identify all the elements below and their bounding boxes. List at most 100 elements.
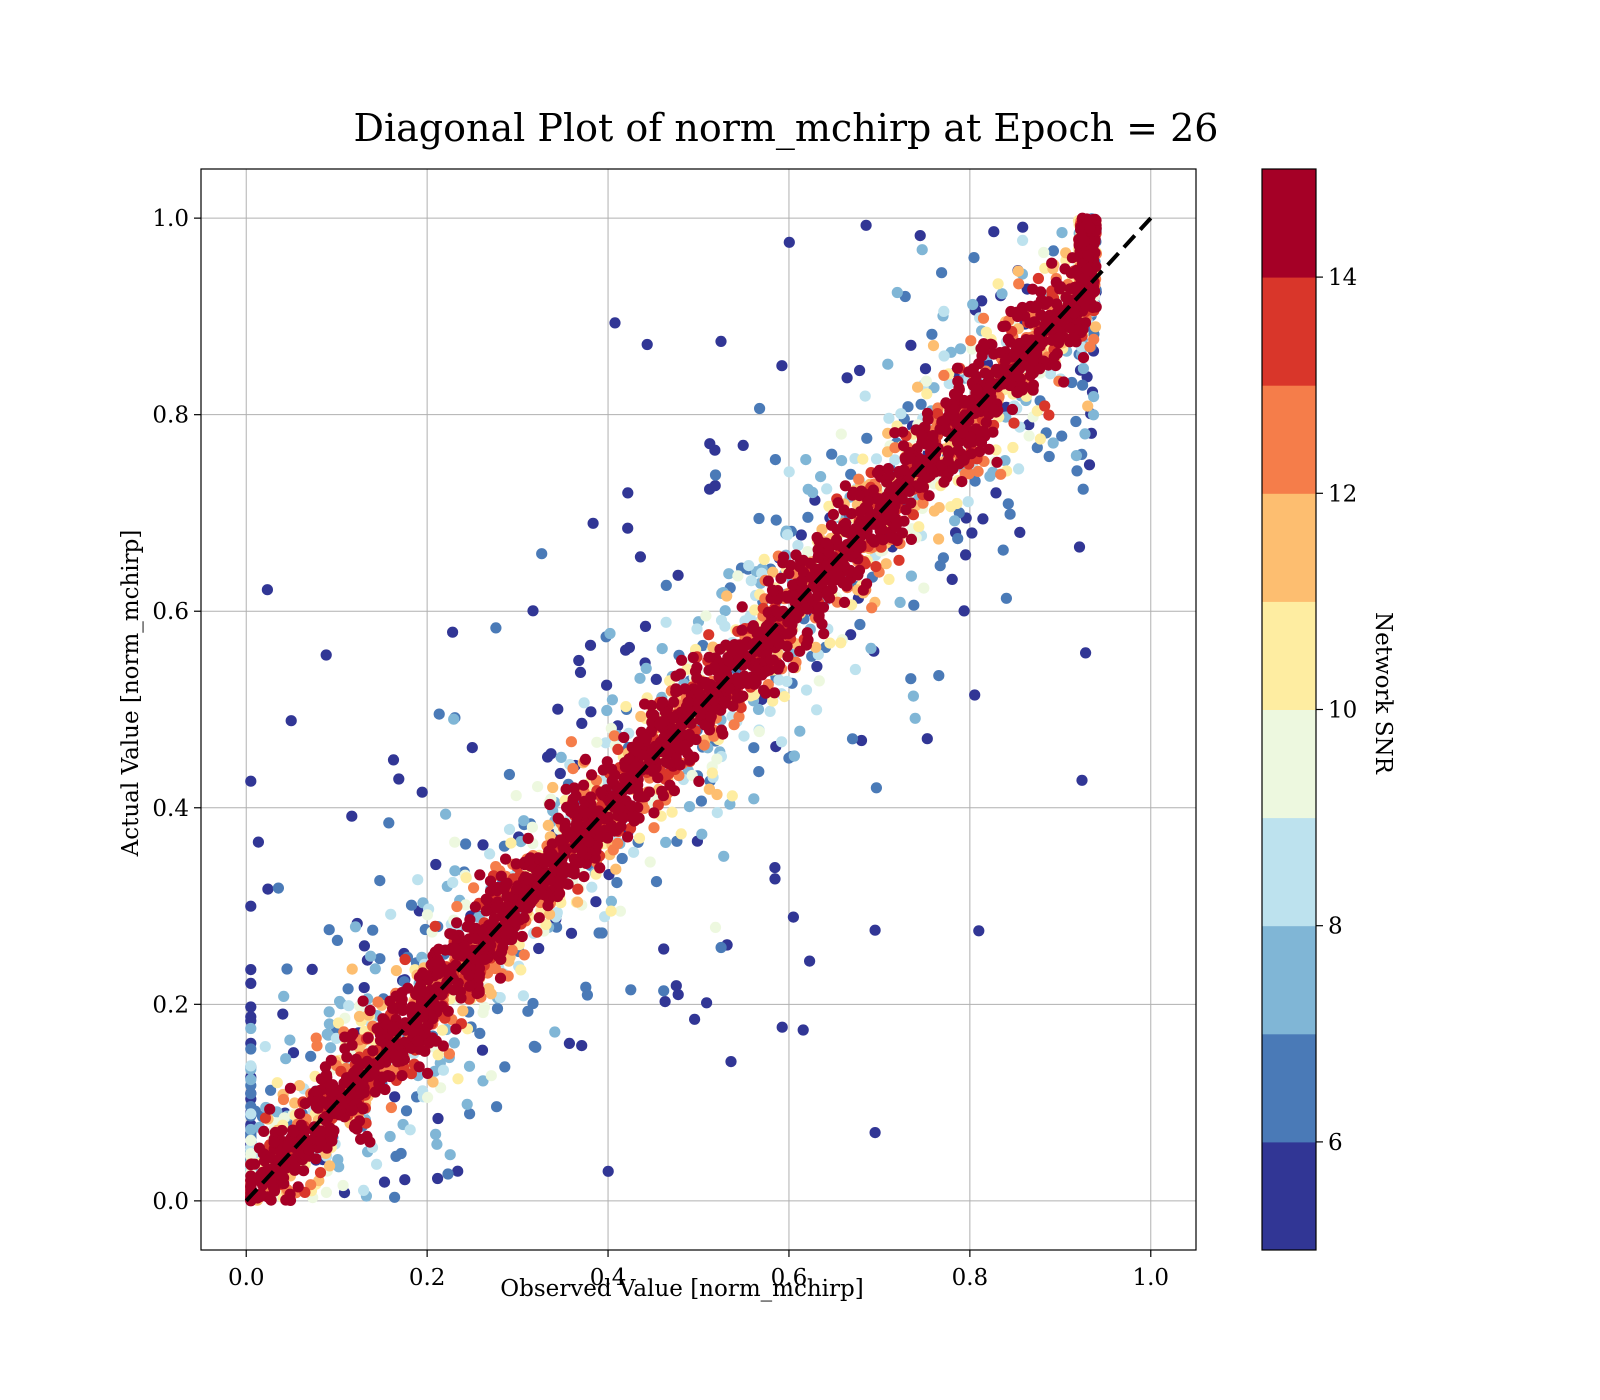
x-axis-ticks: 0.0 0.2 0.4 0.6 0.8 1.0 <box>228 1250 1169 1291</box>
scatter-point <box>679 739 691 752</box>
scatter-point <box>1042 296 1054 308</box>
scatter-point <box>831 534 843 546</box>
scatter-point <box>510 790 522 802</box>
scatter-point <box>917 497 929 509</box>
scatter-point <box>447 876 459 889</box>
scatter-point <box>812 551 824 564</box>
scatter-point <box>431 1138 443 1150</box>
scatter-point <box>659 996 671 1008</box>
scatter-point <box>1055 281 1067 293</box>
scatter-point <box>1017 221 1029 233</box>
scatter-point <box>1008 417 1020 429</box>
scatter-point <box>703 629 715 641</box>
x-tick-label: 0.0 <box>228 1265 265 1291</box>
scatter-point <box>253 1142 265 1154</box>
scatter-point <box>1046 257 1058 269</box>
scatter-point <box>776 736 788 748</box>
scatter-point <box>1014 526 1026 539</box>
scatter-point <box>544 908 556 920</box>
scatter-point <box>732 570 744 582</box>
scatter-point <box>706 767 718 779</box>
scatter-point <box>736 624 748 636</box>
scatter-point <box>978 344 990 356</box>
scatter-point <box>427 1013 439 1025</box>
scatter-point <box>927 340 940 352</box>
scatter-point <box>549 1026 561 1038</box>
scatter-point <box>358 982 370 994</box>
scatter-point <box>325 1054 337 1066</box>
scatter-point <box>683 801 696 813</box>
scatter-point <box>980 326 993 338</box>
scatter-point <box>915 398 927 410</box>
scatter-point <box>494 972 507 984</box>
scatter-point <box>499 1061 511 1073</box>
scatter-point <box>835 637 847 649</box>
scatter-point <box>419 1045 431 1057</box>
scatter-point <box>664 779 676 791</box>
scatter-point <box>727 700 739 712</box>
scatter-point <box>287 1126 300 1138</box>
scatter-point <box>926 328 938 340</box>
scatter-point <box>795 529 807 541</box>
scatter-point <box>891 517 904 529</box>
scatter-point <box>380 1038 392 1050</box>
scatter-point <box>383 817 395 829</box>
scatter-point <box>832 497 844 509</box>
scatter-point <box>1079 235 1091 247</box>
scatter-point <box>904 452 917 464</box>
scatter-point <box>358 940 370 952</box>
scatter-point <box>617 812 629 824</box>
scatter-point <box>418 985 430 998</box>
scatter-point <box>690 733 702 746</box>
scatter-point <box>406 1026 418 1038</box>
scatter-point <box>894 596 906 609</box>
scatter-point <box>461 1098 473 1110</box>
scatter-point <box>490 902 502 914</box>
scatter-point <box>838 596 851 609</box>
scatter-point <box>966 343 978 355</box>
scatter-point <box>1000 592 1013 604</box>
scatter-point <box>451 917 463 929</box>
scatter-point <box>986 339 998 351</box>
scatter-point <box>909 712 921 724</box>
scatter-point <box>811 704 823 716</box>
scatter-point <box>622 487 634 499</box>
scatter-point <box>1078 272 1090 285</box>
scatter-point <box>748 793 760 805</box>
scatter-point <box>372 996 384 1008</box>
scatter-point <box>893 554 905 566</box>
scatter-point <box>606 775 618 787</box>
scatter-point <box>660 579 672 592</box>
colorbar-tick-label: 14 <box>1328 265 1357 291</box>
scatter-point <box>555 751 567 764</box>
scatter-point <box>634 551 647 563</box>
scatter-point <box>659 706 671 718</box>
scatter-point <box>635 710 647 723</box>
scatter-point <box>287 1047 300 1059</box>
scatter-point <box>973 925 985 937</box>
scatter-point <box>962 496 974 508</box>
scatter-point <box>657 696 669 708</box>
scatter-point <box>284 1082 296 1094</box>
scatter-point <box>332 1154 344 1166</box>
scatter-point <box>281 963 293 975</box>
scatter-point <box>705 710 717 723</box>
scatter-point <box>902 401 914 413</box>
scatter-point <box>826 448 838 460</box>
scatter-point <box>276 1124 288 1137</box>
scatter-point <box>760 687 772 699</box>
scatter-point <box>1023 430 1035 442</box>
scatter-point <box>389 1191 401 1203</box>
scatter-point <box>320 1069 333 1081</box>
scatter-point <box>988 226 1000 238</box>
scatter-point <box>811 590 823 603</box>
scatter-point <box>1056 227 1068 239</box>
scatter-point <box>1005 305 1017 318</box>
scatter-point <box>675 828 687 840</box>
scatter-point <box>433 943 445 955</box>
scatter-point <box>448 984 460 996</box>
scatter-point <box>776 360 788 372</box>
scatter-point <box>938 350 950 362</box>
scatter-point <box>835 428 847 440</box>
scatter-point <box>528 1040 540 1052</box>
